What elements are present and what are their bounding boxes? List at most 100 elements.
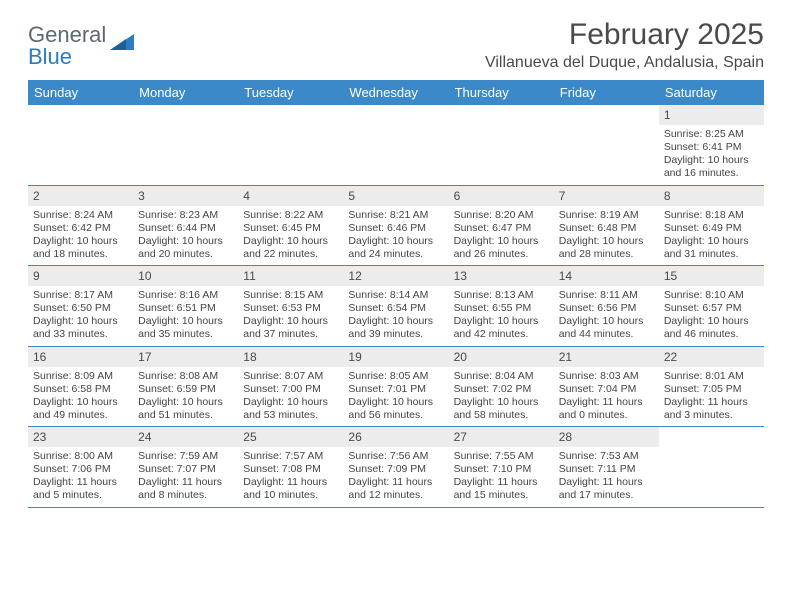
day-body: Sunrise: 8:21 AMSunset: 6:46 PMDaylight:… [343, 206, 448, 266]
sunrise-text: Sunrise: 8:11 AM [559, 289, 654, 302]
sunrise-text: Sunrise: 8:10 AM [664, 289, 759, 302]
daylight-text: Daylight: 11 hours and 15 minutes. [454, 476, 549, 502]
day-body: Sunrise: 8:14 AMSunset: 6:54 PMDaylight:… [343, 286, 448, 346]
daylight-text: Daylight: 10 hours and 49 minutes. [33, 396, 128, 422]
sunset-text: Sunset: 7:07 PM [138, 463, 233, 476]
sunset-text: Sunset: 6:59 PM [138, 383, 233, 396]
sunrise-text: Sunrise: 8:23 AM [138, 209, 233, 222]
daylight-text: Daylight: 11 hours and 0 minutes. [559, 396, 654, 422]
day-cell: 27Sunrise: 7:55 AMSunset: 7:10 PMDayligh… [449, 427, 554, 507]
week-row: 16Sunrise: 8:09 AMSunset: 6:58 PMDayligh… [28, 347, 764, 428]
sunrise-text: Sunrise: 8:16 AM [138, 289, 233, 302]
sunrise-text: Sunrise: 8:09 AM [33, 370, 128, 383]
daylight-text: Daylight: 10 hours and 22 minutes. [243, 235, 338, 261]
calendar-grid: Sunday Monday Tuesday Wednesday Thursday… [28, 80, 764, 508]
day-number: 11 [238, 266, 343, 286]
sunset-text: Sunset: 6:42 PM [33, 222, 128, 235]
day-cell [133, 105, 238, 185]
week-row: 2Sunrise: 8:24 AMSunset: 6:42 PMDaylight… [28, 186, 764, 267]
weeks-container: 1Sunrise: 8:25 AMSunset: 6:41 PMDaylight… [28, 105, 764, 508]
day-number: 22 [659, 347, 764, 367]
day-number: 12 [343, 266, 448, 286]
sunset-text: Sunset: 6:49 PM [664, 222, 759, 235]
daylight-text: Daylight: 11 hours and 5 minutes. [33, 476, 128, 502]
sunset-text: Sunset: 7:01 PM [348, 383, 443, 396]
day-cell: 28Sunrise: 7:53 AMSunset: 7:11 PMDayligh… [554, 427, 659, 507]
day-cell [449, 105, 554, 185]
day-cell: 17Sunrise: 8:08 AMSunset: 6:59 PMDayligh… [133, 347, 238, 427]
sunrise-text: Sunrise: 8:00 AM [33, 450, 128, 463]
sunset-text: Sunset: 7:06 PM [33, 463, 128, 476]
day-cell: 1Sunrise: 8:25 AMSunset: 6:41 PMDaylight… [659, 105, 764, 185]
day-number: 25 [238, 427, 343, 447]
day-cell: 5Sunrise: 8:21 AMSunset: 6:46 PMDaylight… [343, 186, 448, 266]
day-body: Sunrise: 8:25 AMSunset: 6:41 PMDaylight:… [659, 125, 764, 185]
sunrise-text: Sunrise: 8:04 AM [454, 370, 549, 383]
sunrise-text: Sunrise: 8:25 AM [664, 128, 759, 141]
day-body: Sunrise: 8:11 AMSunset: 6:56 PMDaylight:… [554, 286, 659, 346]
calendar-page: General Blue February 2025 Villanueva de… [0, 0, 792, 508]
day-number: 7 [554, 186, 659, 206]
daylight-text: Daylight: 10 hours and 28 minutes. [559, 235, 654, 261]
day-cell: 14Sunrise: 8:11 AMSunset: 6:56 PMDayligh… [554, 266, 659, 346]
day-cell: 8Sunrise: 8:18 AMSunset: 6:49 PMDaylight… [659, 186, 764, 266]
sunrise-text: Sunrise: 7:57 AM [243, 450, 338, 463]
daylight-text: Daylight: 10 hours and 46 minutes. [664, 315, 759, 341]
sunset-text: Sunset: 7:11 PM [559, 463, 654, 476]
sunset-text: Sunset: 6:57 PM [664, 302, 759, 315]
day-cell: 22Sunrise: 8:01 AMSunset: 7:05 PMDayligh… [659, 347, 764, 427]
day-number: 21 [554, 347, 659, 367]
day-number: 26 [343, 427, 448, 447]
day-cell: 16Sunrise: 8:09 AMSunset: 6:58 PMDayligh… [28, 347, 133, 427]
day-body: Sunrise: 8:23 AMSunset: 6:44 PMDaylight:… [133, 206, 238, 266]
header: General Blue February 2025 Villanueva de… [28, 18, 764, 72]
sunset-text: Sunset: 6:44 PM [138, 222, 233, 235]
day-cell: 18Sunrise: 8:07 AMSunset: 7:00 PMDayligh… [238, 347, 343, 427]
sunset-text: Sunset: 6:53 PM [243, 302, 338, 315]
daylight-text: Daylight: 10 hours and 26 minutes. [454, 235, 549, 261]
sunset-text: Sunset: 6:54 PM [348, 302, 443, 315]
day-body: Sunrise: 8:01 AMSunset: 7:05 PMDaylight:… [659, 367, 764, 427]
sunset-text: Sunset: 6:51 PM [138, 302, 233, 315]
dow-sun: Sunday [28, 80, 133, 105]
day-number: 23 [28, 427, 133, 447]
sunrise-text: Sunrise: 7:59 AM [138, 450, 233, 463]
week-row: 23Sunrise: 8:00 AMSunset: 7:06 PMDayligh… [28, 427, 764, 508]
daylight-text: Daylight: 11 hours and 12 minutes. [348, 476, 443, 502]
daylight-text: Daylight: 10 hours and 53 minutes. [243, 396, 338, 422]
day-cell: 3Sunrise: 8:23 AMSunset: 6:44 PMDaylight… [133, 186, 238, 266]
month-title: February 2025 [485, 18, 764, 52]
sunset-text: Sunset: 7:08 PM [243, 463, 338, 476]
day-cell: 12Sunrise: 8:14 AMSunset: 6:54 PMDayligh… [343, 266, 448, 346]
day-number: 15 [659, 266, 764, 286]
day-body: Sunrise: 8:15 AMSunset: 6:53 PMDaylight:… [238, 286, 343, 346]
sunrise-text: Sunrise: 8:22 AM [243, 209, 338, 222]
day-body: Sunrise: 7:53 AMSunset: 7:11 PMDaylight:… [554, 447, 659, 507]
day-body: Sunrise: 8:07 AMSunset: 7:00 PMDaylight:… [238, 367, 343, 427]
day-number: 3 [133, 186, 238, 206]
sunset-text: Sunset: 7:09 PM [348, 463, 443, 476]
day-cell [28, 105, 133, 185]
daylight-text: Daylight: 10 hours and 20 minutes. [138, 235, 233, 261]
day-cell: 11Sunrise: 8:15 AMSunset: 6:53 PMDayligh… [238, 266, 343, 346]
day-cell: 19Sunrise: 8:05 AMSunset: 7:01 PMDayligh… [343, 347, 448, 427]
sunrise-text: Sunrise: 7:53 AM [559, 450, 654, 463]
dow-tue: Tuesday [238, 80, 343, 105]
day-number: 17 [133, 347, 238, 367]
day-number: 27 [449, 427, 554, 447]
sunrise-text: Sunrise: 8:05 AM [348, 370, 443, 383]
dow-fri: Friday [554, 80, 659, 105]
day-body: Sunrise: 8:20 AMSunset: 6:47 PMDaylight:… [449, 206, 554, 266]
sunrise-text: Sunrise: 8:19 AM [559, 209, 654, 222]
daylight-text: Daylight: 10 hours and 24 minutes. [348, 235, 443, 261]
sunset-text: Sunset: 6:46 PM [348, 222, 443, 235]
dow-row: Sunday Monday Tuesday Wednesday Thursday… [28, 80, 764, 105]
day-body: Sunrise: 7:57 AMSunset: 7:08 PMDaylight:… [238, 447, 343, 507]
sunrise-text: Sunrise: 8:08 AM [138, 370, 233, 383]
day-body: Sunrise: 8:09 AMSunset: 6:58 PMDaylight:… [28, 367, 133, 427]
day-body: Sunrise: 8:13 AMSunset: 6:55 PMDaylight:… [449, 286, 554, 346]
sunrise-text: Sunrise: 8:14 AM [348, 289, 443, 302]
day-number: 14 [554, 266, 659, 286]
day-body: Sunrise: 8:00 AMSunset: 7:06 PMDaylight:… [28, 447, 133, 507]
daylight-text: Daylight: 11 hours and 10 minutes. [243, 476, 338, 502]
